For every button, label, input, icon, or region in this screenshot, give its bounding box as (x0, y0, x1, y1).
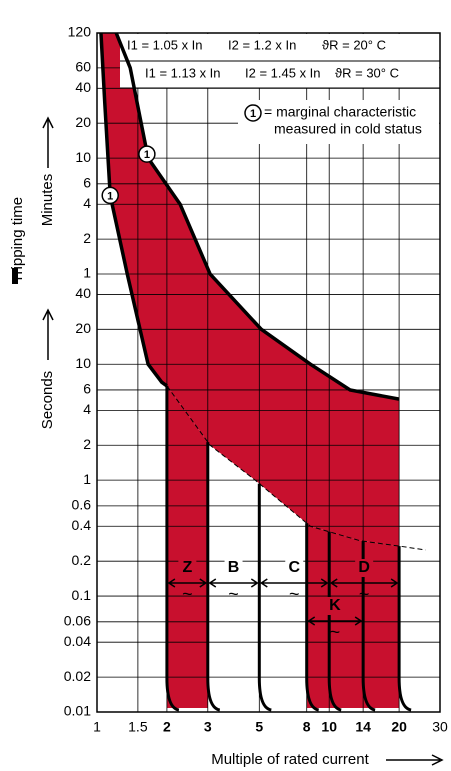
band-arrow (208, 578, 259, 588)
y-tick-label: 1 (83, 265, 91, 281)
x-tick-label: 2 (163, 719, 171, 735)
x-tick-label: 1 (93, 719, 101, 735)
note-bg (238, 100, 439, 144)
band-symbol: ~ (182, 584, 193, 604)
band-symbol: ~ (289, 584, 300, 604)
y-axis-title: Tripping time (9, 197, 26, 283)
y-tick-label: 0.06 (64, 612, 91, 628)
band-label: Z (182, 559, 192, 576)
band-label: B (228, 559, 240, 576)
band-label: C (288, 559, 300, 576)
curve-marker (138, 145, 156, 163)
band-edge (257, 483, 272, 712)
x-axis-arrow (386, 754, 444, 766)
curve (99, 32, 168, 388)
x-tick-label: 14 (355, 719, 371, 735)
band-arrow (167, 578, 208, 588)
y-tick-label: 60 (75, 59, 91, 75)
band-symbol: ~ (359, 584, 370, 604)
condition: ϑR = 20° C (322, 37, 386, 52)
y-tick-label: 0.2 (72, 552, 92, 568)
y-tick-label: 0.4 (72, 517, 92, 533)
condition: I1 = 1.05 x In (127, 37, 203, 52)
band-edge (397, 546, 412, 712)
y-tick-label: 1 (83, 471, 91, 487)
y-tick-label: 2 (83, 230, 91, 246)
band-arrow (307, 616, 363, 626)
band-edge (206, 442, 221, 712)
y-tick-label: 40 (75, 285, 91, 301)
x-axis-title: Multiple of rated current (211, 751, 369, 768)
seconds-label: Seconds (39, 371, 56, 429)
band-symbol: ~ (228, 584, 239, 604)
trip-band (100, 33, 400, 547)
condition: ϑR = 30° C (335, 65, 399, 80)
y-tick-label: 10 (75, 355, 91, 371)
x-tick-label: 8 (303, 719, 311, 735)
band-arrow (259, 578, 329, 588)
curve (114, 32, 400, 401)
y-tick-label: 6 (83, 381, 91, 397)
band-arrow (329, 578, 399, 588)
band-edge (361, 541, 376, 712)
y-tick-label: 6 (83, 175, 91, 191)
note-marker (244, 104, 262, 122)
note-text: measured in cold status (274, 121, 422, 137)
minutes-label: Minutes (39, 174, 56, 227)
band-label: K (329, 597, 341, 614)
y-tick-label: 0.01 (64, 703, 91, 719)
band-edge (327, 531, 342, 712)
curve-marker-label: 1 (107, 190, 113, 202)
condition: I2 = 1.45 x In (245, 65, 321, 80)
band-label-bg (224, 559, 243, 577)
x-tick-label: 5 (255, 719, 263, 735)
band-label-bg (325, 597, 344, 615)
curve (166, 385, 426, 551)
x-tick-label: 20 (391, 719, 407, 735)
y-tick-label: 10 (75, 149, 91, 165)
y-tick-label: 20 (75, 320, 91, 336)
y-tick-label: 0.6 (72, 497, 92, 513)
band-symbol: ~ (330, 622, 341, 642)
x-tick-label: 30 (432, 719, 448, 735)
condition: I2 = 1.2 x In (228, 37, 296, 52)
y-tick-label: 0.1 (72, 587, 92, 603)
band-label-bg (178, 559, 197, 577)
y-tick-label: 4 (83, 195, 91, 211)
axis-separator (12, 268, 18, 284)
x-tick-label: 10 (321, 719, 337, 735)
y-tick-label: 120 (68, 24, 92, 40)
y-tick-label: 4 (83, 401, 91, 417)
curve-marker (101, 186, 119, 205)
band-fill (166, 385, 208, 708)
y-tick-label: 20 (75, 114, 91, 130)
y-tick-label: 2 (83, 436, 91, 452)
note-marker-label: 1 (250, 108, 256, 120)
band-label-bg (285, 559, 304, 577)
header: I1 = 1.05 x In I2 = 1.2 x In ϑR = 20° C I1 … (120, 34, 440, 89)
band-edge (165, 385, 180, 712)
axis-arrows (42, 116, 54, 360)
band-edge (305, 523, 320, 712)
y-tick-label: 0.02 (64, 668, 91, 684)
x-tick-label: 3 (204, 719, 212, 735)
curve-marker-label: 1 (144, 149, 150, 161)
plot-frame (96, 32, 441, 713)
note-text: = marginal characteristic (264, 104, 416, 120)
x-tick-label: 1.5 (128, 719, 148, 735)
condition: I1 = 1.13 x In (145, 65, 221, 80)
band-label: D (358, 559, 370, 576)
y-tick-label: 0.04 (64, 633, 91, 649)
y-tick-label: 40 (75, 79, 91, 95)
band-label-bg (355, 559, 374, 577)
